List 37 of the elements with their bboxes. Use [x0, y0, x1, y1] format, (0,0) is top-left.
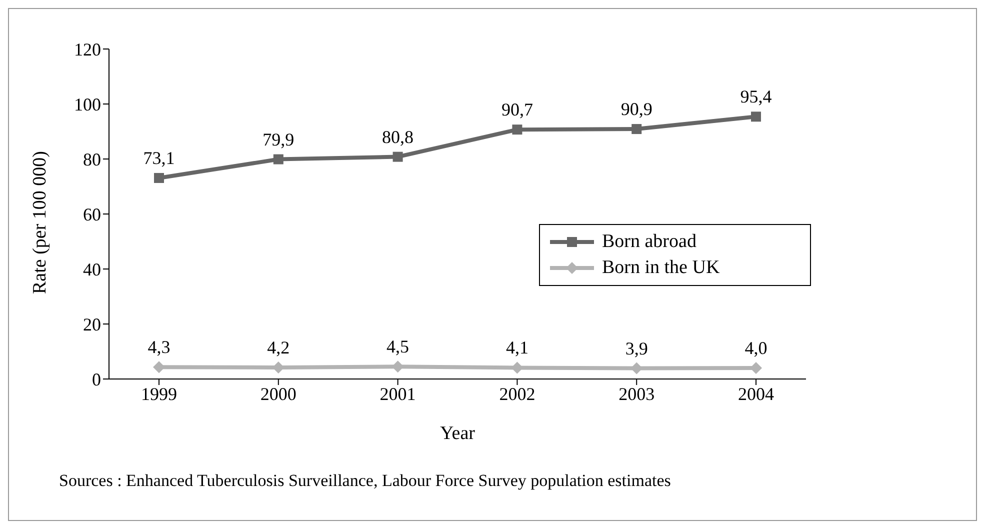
- x-tick-label: 2004: [738, 384, 774, 404]
- point: [392, 152, 403, 162]
- data-label: 4,3: [148, 337, 170, 358]
- x-tick-label: 1999: [141, 384, 177, 404]
- data-label: 90,7: [501, 100, 533, 120]
- x-tick-label: 2002: [499, 384, 536, 404]
- y-tick-label: 120: [74, 39, 101, 60]
- y-axis-title: Rate (per 100 000): [30, 151, 51, 294]
- y-tick-label: 40: [83, 259, 101, 280]
- x-tick-label: 2003: [618, 384, 655, 404]
- data-label: 80,8: [382, 126, 414, 147]
- x-axis-title: Year: [440, 423, 476, 444]
- point: [632, 124, 642, 134]
- point: [153, 361, 165, 374]
- point: [273, 154, 284, 164]
- data-label: 4,2: [267, 337, 290, 358]
- data-label: 4,5: [386, 336, 410, 357]
- data-label: 90,9: [620, 99, 652, 120]
- y-tick-label: 60: [83, 204, 101, 224]
- point: [751, 112, 761, 122]
- point: [154, 172, 164, 183]
- x-tick-label: 2001: [380, 384, 416, 404]
- data-label: 4,1: [506, 338, 528, 358]
- x-tick-label: 2000: [260, 384, 296, 404]
- y-tick-label: 80: [83, 149, 101, 170]
- y-tick-label: 0: [92, 369, 101, 390]
- data-label: 95,4: [740, 86, 772, 107]
- legend-label: Born abroad: [602, 231, 696, 253]
- data-label: 73,1: [143, 148, 175, 168]
- data-label: 3,9: [625, 338, 648, 358]
- y-tick-label: 20: [83, 314, 101, 334]
- point: [512, 124, 522, 135]
- y-tick-label: 100: [74, 94, 101, 114]
- data-label: 4,0: [744, 338, 768, 358]
- source-note: Sources : Enhanced Tuberculosis Surveillance, Labour Force Survey population estimates: [59, 471, 671, 491]
- data-label: 79,9: [262, 129, 294, 150]
- legend-label: Born in the UK: [602, 257, 720, 279]
